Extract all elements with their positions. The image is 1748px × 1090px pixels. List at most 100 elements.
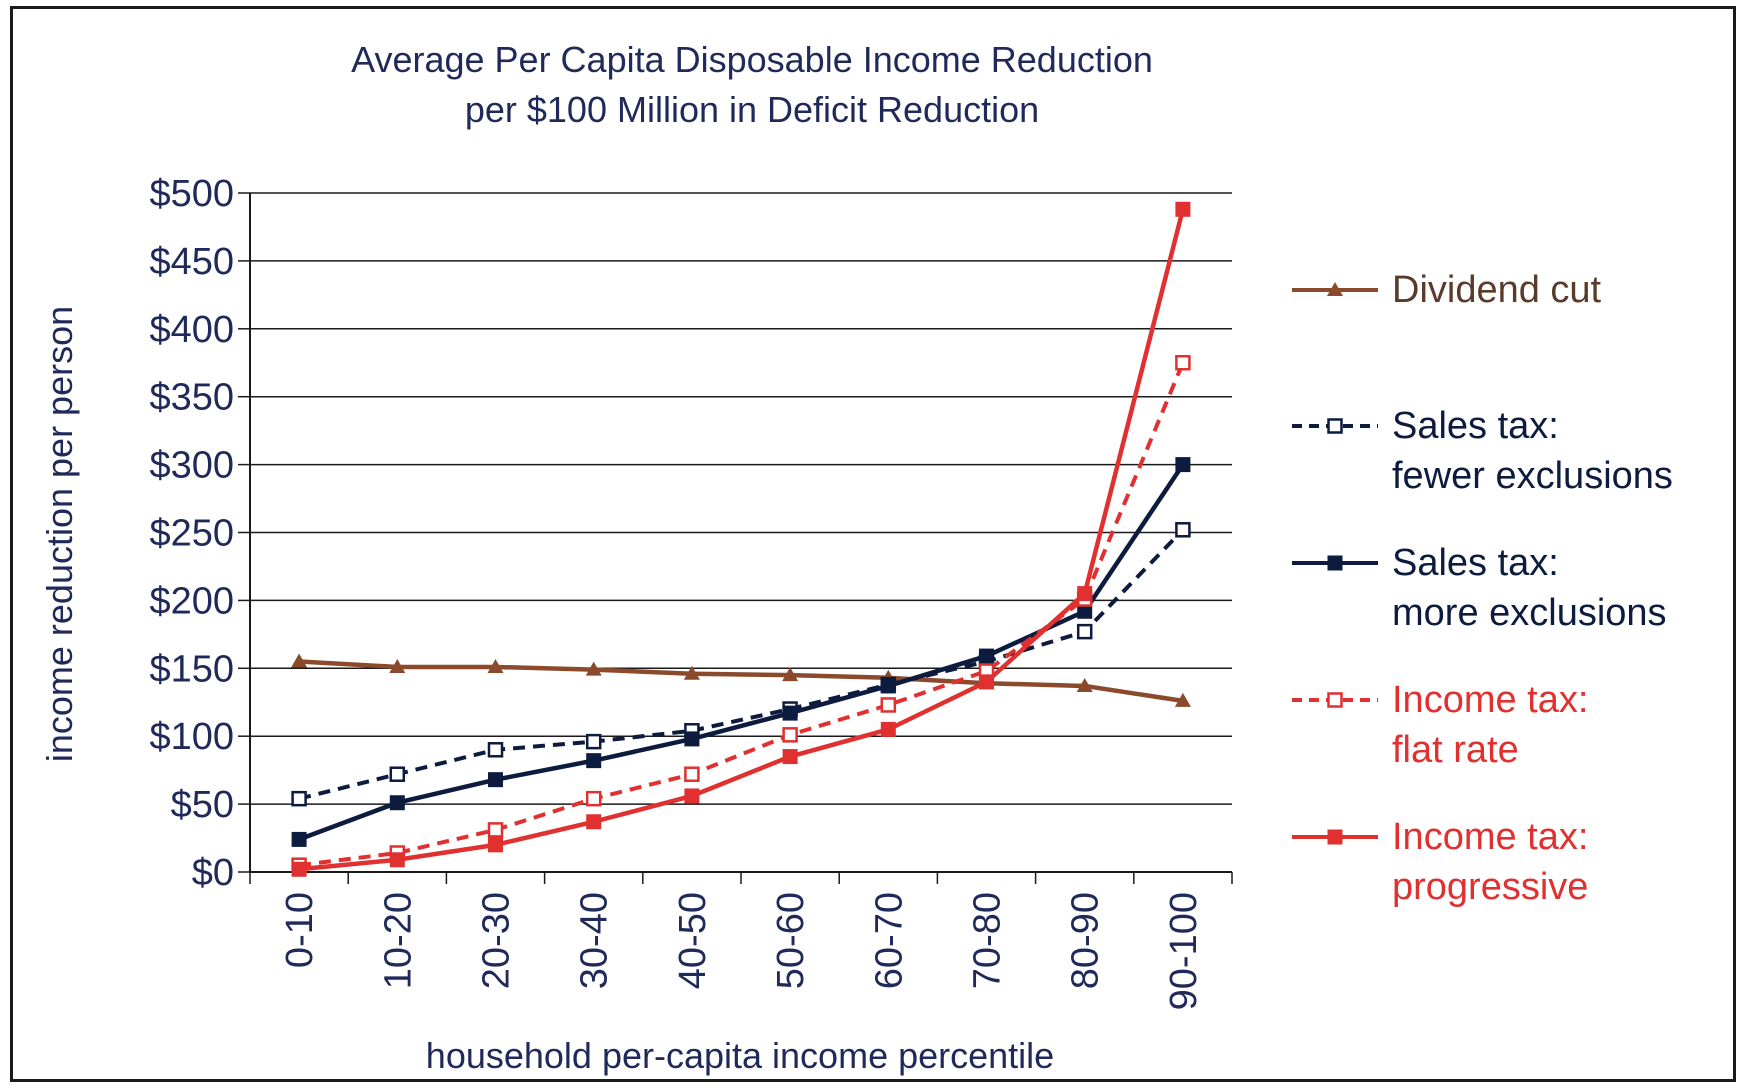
x-tick-label: 80-90 xyxy=(1065,892,1107,989)
axes xyxy=(249,193,1233,884)
data-point xyxy=(585,661,602,676)
x-tick-label: 40-50 xyxy=(672,892,714,989)
data-point xyxy=(1175,457,1191,473)
y-tick-label: $0 xyxy=(192,852,234,894)
chart-title-line-2: per $100 Million in Deficit Reduction xyxy=(465,89,1039,130)
x-tick-label: 50-60 xyxy=(770,892,812,989)
x-axis-label: household per-capita income percentile xyxy=(426,1035,1054,1076)
data-point xyxy=(683,665,700,680)
y-tick-label: $450 xyxy=(149,241,234,283)
data-point xyxy=(488,837,503,853)
legend-entry-2: Sales tax: fewer exclusions xyxy=(1292,405,1673,497)
data-point xyxy=(1076,677,1093,692)
data-point xyxy=(291,790,307,807)
y-tick-label: $350 xyxy=(149,377,234,419)
data-point xyxy=(979,674,994,690)
legend-label: Income tax: xyxy=(1392,679,1588,721)
y-tick-label: $300 xyxy=(149,445,234,487)
data-point xyxy=(291,831,307,847)
data-point xyxy=(389,766,406,782)
y-axis-label: income reduction per person xyxy=(39,306,80,762)
x-tick-label: 60-70 xyxy=(868,892,910,989)
data-point xyxy=(684,731,700,747)
series-5 xyxy=(291,201,1191,877)
data-point xyxy=(1175,201,1191,217)
series-3 xyxy=(291,457,1191,847)
chart-title-line-1: Average Per Capita Disposable Income Red… xyxy=(351,39,1153,80)
data-point xyxy=(782,705,798,721)
legend-label: Sales tax: xyxy=(1392,405,1559,447)
legend-label: Income tax: xyxy=(1392,816,1588,858)
data-point xyxy=(979,648,994,664)
legend-entry-5: Income tax: progressive xyxy=(1292,816,1588,908)
series-2 xyxy=(291,522,1191,807)
x-tick-label: 20-30 xyxy=(476,892,518,989)
data-point xyxy=(1077,586,1093,602)
y-tick-label: $500 xyxy=(149,173,234,215)
legend-label: progressive xyxy=(1392,866,1588,908)
x-tick-label: 90-100 xyxy=(1163,892,1205,1010)
data-point xyxy=(782,667,799,682)
y-tick-label: $200 xyxy=(149,580,234,622)
data-point xyxy=(389,658,406,673)
series-lines xyxy=(291,201,1191,877)
data-point xyxy=(585,733,602,750)
chart-frame xyxy=(10,6,1736,1082)
y-tick-label: $250 xyxy=(149,513,234,555)
data-point xyxy=(586,814,602,830)
series-1 xyxy=(291,653,1191,707)
data-point xyxy=(880,678,896,694)
y-tick-label: $50 xyxy=(171,784,234,826)
data-point xyxy=(782,727,798,743)
data-point xyxy=(782,749,798,765)
data-point xyxy=(880,721,896,737)
legend-marker xyxy=(1327,282,1343,296)
series-line xyxy=(298,361,1185,868)
legend-label: Dividend cut xyxy=(1392,269,1602,311)
x-tick-label: 30-40 xyxy=(574,892,616,989)
legend-entry-1: Dividend cut xyxy=(1292,269,1602,311)
data-point xyxy=(291,861,307,877)
data-point xyxy=(487,742,504,758)
legend-marker xyxy=(1327,418,1343,434)
series-line xyxy=(298,463,1185,842)
legend-label: fewer exclusions xyxy=(1392,455,1673,497)
x-tick-label: 0-10 xyxy=(279,892,321,968)
data-point xyxy=(684,766,700,782)
data-point xyxy=(585,790,602,807)
y-tick-label: $100 xyxy=(149,716,234,758)
legend-entry-3: Sales tax: more exclusions xyxy=(1292,542,1667,634)
x-tick-labels: 0-10 10-20 20-30 30-40 40-50 50-60 60-70 70-80 8… xyxy=(279,892,1205,1010)
legend-marker xyxy=(1327,692,1343,708)
y-tick-label: $400 xyxy=(149,309,234,351)
data-point xyxy=(880,697,897,713)
legend-label: flat rate xyxy=(1392,729,1519,771)
data-point xyxy=(1174,692,1191,707)
y-tick-label: $150 xyxy=(149,648,234,690)
data-point xyxy=(291,653,308,668)
series-line xyxy=(298,659,1184,704)
legend-label: more exclusions xyxy=(1392,592,1667,634)
x-tick-label: 10-20 xyxy=(377,892,419,989)
legend-marker xyxy=(1327,829,1343,845)
grid-lines xyxy=(238,192,1232,873)
data-point xyxy=(389,852,405,868)
data-point xyxy=(1076,623,1093,640)
legend-marker xyxy=(1327,555,1343,571)
data-point xyxy=(389,795,405,811)
x-tick-label: 70-80 xyxy=(967,892,1009,989)
data-point xyxy=(684,788,700,804)
y-tick-labels: $0 $50 $100 $150 $200 $250 $300 $350 $400 $450 $50… xyxy=(149,173,234,894)
data-point xyxy=(488,772,503,788)
data-point xyxy=(487,658,504,673)
data-point xyxy=(586,753,602,769)
data-point xyxy=(487,822,504,838)
data-point xyxy=(1175,522,1191,538)
series-line xyxy=(298,208,1186,872)
series-line xyxy=(298,528,1185,801)
legend-label: Sales tax: xyxy=(1392,542,1559,584)
data-point xyxy=(1175,355,1191,371)
data-point xyxy=(1077,603,1093,619)
